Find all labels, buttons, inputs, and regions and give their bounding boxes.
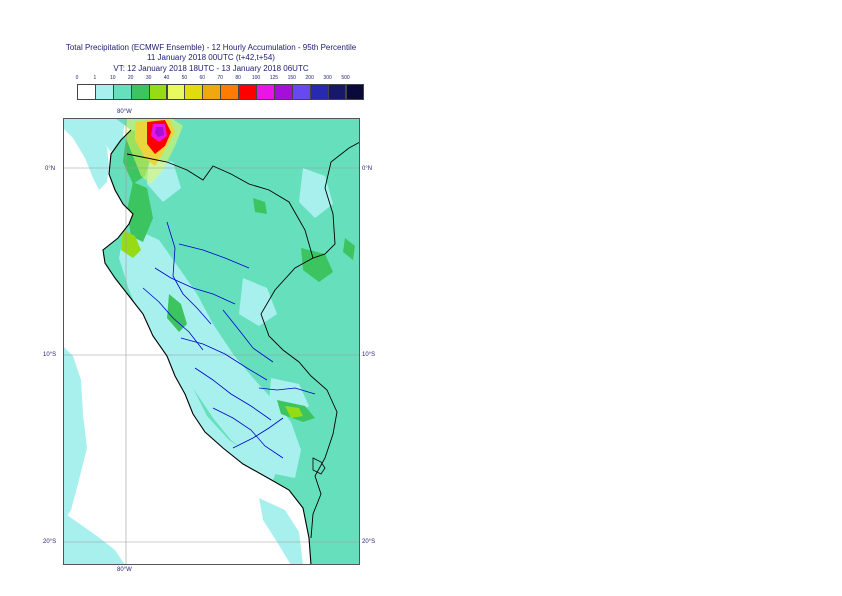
legend-label: 30 — [145, 75, 152, 81]
legend-label: 60 — [199, 75, 206, 81]
legend-swatch — [256, 84, 275, 100]
admin-borders — [142, 221, 316, 459]
lat-label-right-20s: 20°S — [362, 539, 376, 545]
legend-label: 40 — [163, 75, 170, 81]
title-line-1: Total Precipitation (ECMWF Ensemble) - 1… — [65, 43, 357, 52]
legend-swatch — [166, 84, 186, 100]
legend-swatch — [220, 84, 240, 100]
land-light-coast — [119, 238, 277, 480]
legend-label: 300 — [323, 75, 332, 81]
legend-swatch — [148, 84, 168, 100]
lat-label-left-10s: 10°S — [43, 352, 57, 358]
legend-swatch — [345, 84, 365, 100]
land-green-west — [127, 182, 153, 242]
legend-label: 100 — [251, 75, 261, 81]
land-light-andes — [133, 228, 301, 478]
lake-titicaca — [312, 457, 326, 475]
national-border-east — [260, 257, 338, 539]
land-green-east — [301, 248, 333, 282]
lon-label-bottom: 80°W — [117, 567, 132, 573]
precipitation-map — [63, 118, 360, 565]
legend-swatch — [327, 84, 347, 100]
title-line-2: 11 January 2018 00UTC (t+42,t+54) — [147, 53, 275, 62]
lat-label-right-0: 0°N — [362, 166, 373, 172]
land-yellowgreen-south — [285, 406, 303, 418]
lat-label-left-20s: 20°S — [43, 539, 57, 545]
legend-swatch — [184, 84, 204, 100]
legend-swatch — [202, 84, 222, 100]
ocean-precip-west — [63, 346, 87, 522]
ocean-precip-sw — [63, 512, 125, 565]
legend-label: 70 — [217, 75, 223, 81]
land-green-east-3 — [343, 238, 355, 260]
legend-swatch — [291, 84, 311, 100]
land-green-east-2 — [253, 198, 267, 214]
ocean-precip-north — [63, 118, 109, 190]
legend-label: 50 — [181, 75, 188, 81]
legend-label: 0 — [75, 75, 79, 81]
legend-label: 200 — [305, 75, 314, 81]
national-border-north — [126, 141, 360, 259]
legend-swatch — [238, 84, 257, 100]
lon-label-top: 80°W — [117, 109, 132, 115]
precip-cell-purple — [155, 127, 164, 137]
legend-swatch — [77, 84, 96, 100]
lat-label-right-10s: 10°S — [362, 352, 376, 358]
map-frame — [63, 118, 360, 565]
title-line-3: VT: 12 January 2018 18UTC - 13 January 2… — [113, 64, 309, 73]
legend-swatch — [273, 84, 293, 100]
legend-label: 10 — [110, 75, 116, 81]
legend-swatch — [130, 84, 150, 100]
ocean-precip-nw — [63, 118, 125, 152]
land-green-central — [167, 294, 187, 332]
legend-label: 500 — [341, 75, 350, 81]
legend-label: 20 — [127, 75, 134, 81]
land-light-east-1 — [239, 278, 277, 326]
coastline — [102, 129, 312, 565]
ocean-precip-south — [259, 498, 303, 565]
legend-label: 125 — [269, 75, 279, 81]
land-light-east-2 — [299, 168, 333, 218]
legend-swatch — [112, 84, 132, 100]
legend-swatch — [309, 84, 329, 100]
legend-label: 1 — [93, 75, 97, 81]
legend-label: 80 — [235, 75, 241, 81]
legend-label: 150 — [287, 75, 296, 81]
legend-swatch — [94, 84, 114, 100]
lat-label-left-0: 0°N — [45, 166, 56, 172]
